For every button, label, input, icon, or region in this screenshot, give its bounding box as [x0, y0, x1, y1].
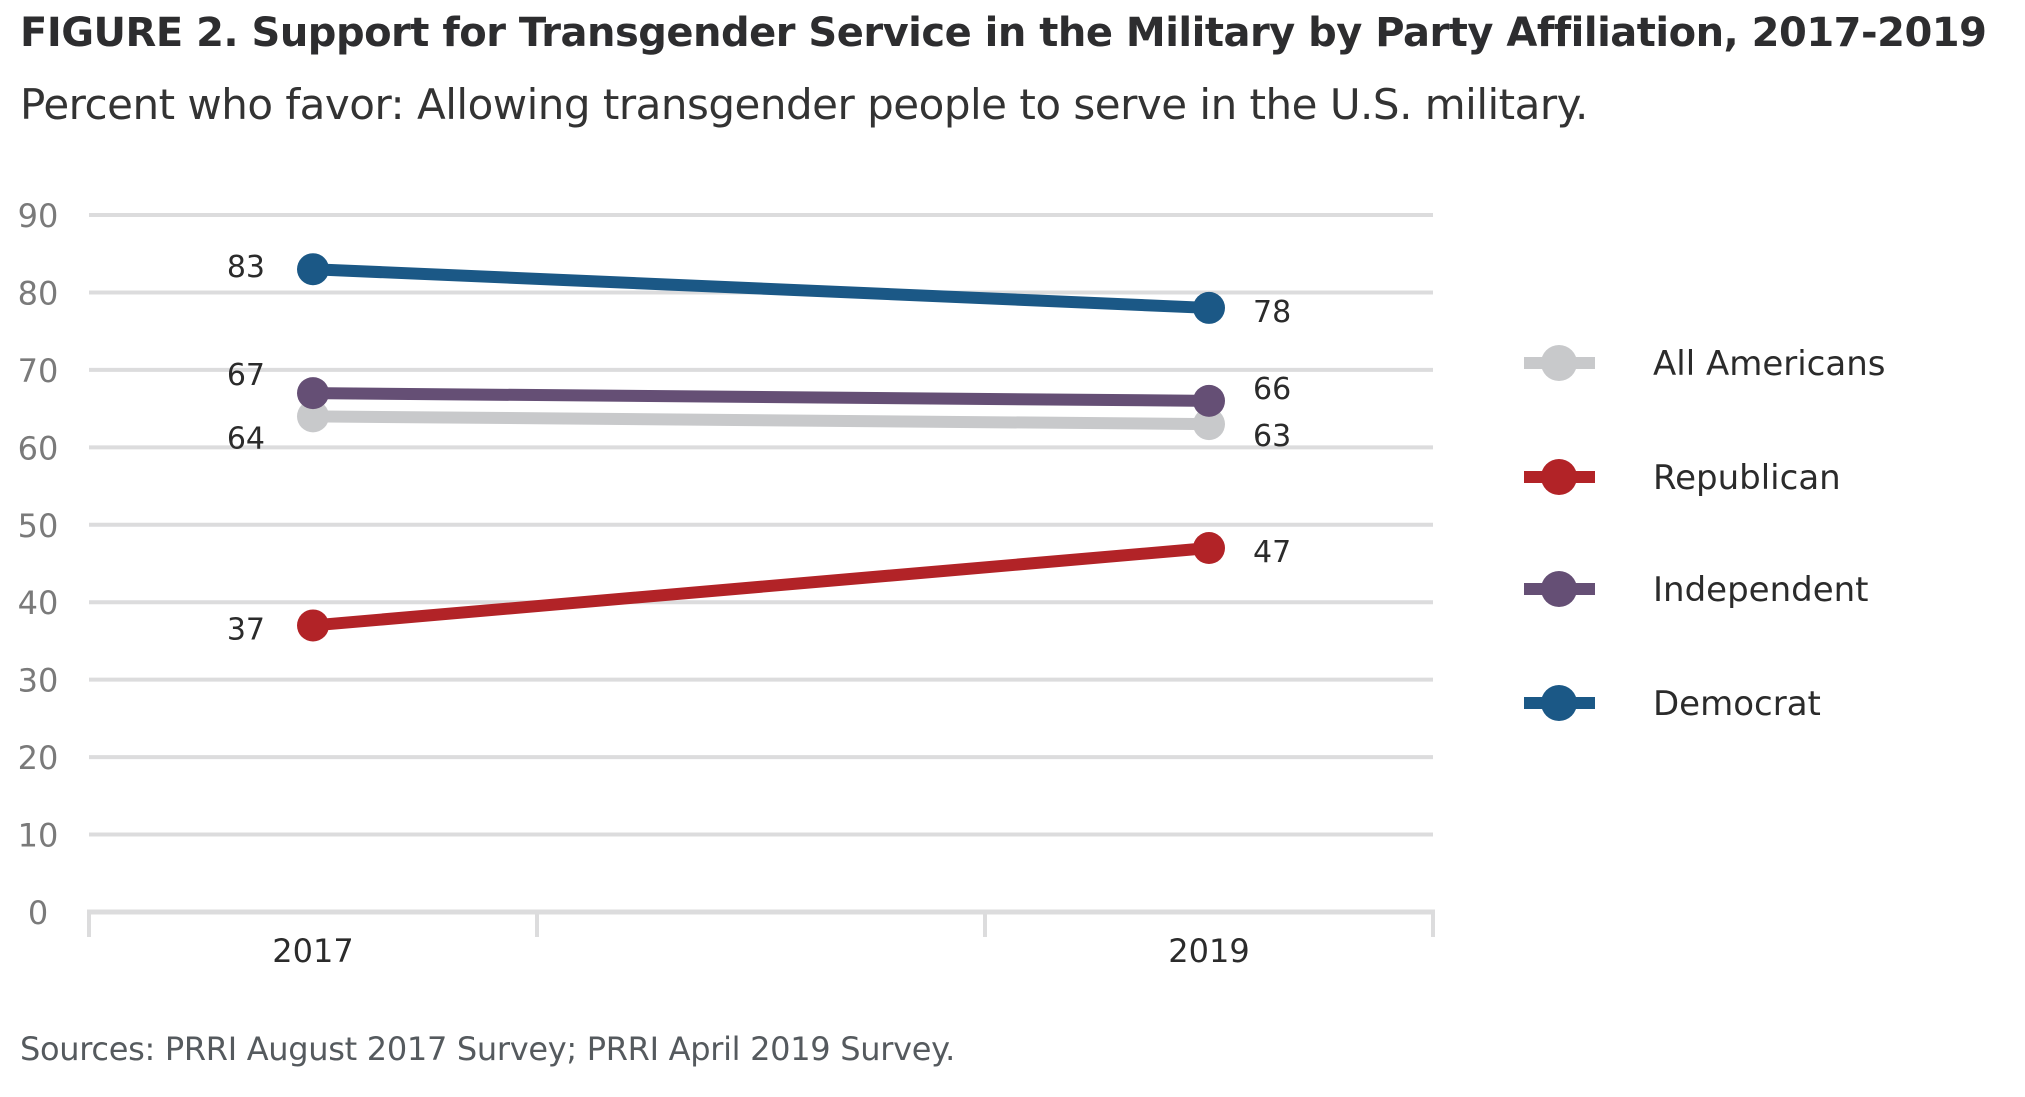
data-label-republican: 37 — [227, 612, 265, 647]
legend-swatch-marker — [1541, 571, 1577, 607]
data-label-republican: 47 — [1253, 535, 1291, 570]
legend-item-republican: Republican — [1524, 458, 1841, 498]
chart-sources: Sources: PRRI August 2017 Survey; PRRI A… — [20, 1030, 956, 1068]
data-point-republican — [1193, 532, 1225, 565]
y-tick-label: 50 — [18, 507, 59, 545]
data-point-independent — [1193, 384, 1225, 417]
legend: All Americans Republican Independent Democr… — [1524, 344, 1885, 724]
legend-item-independent: Independent — [1524, 570, 1869, 610]
data-label-all-americans: 64 — [227, 421, 265, 456]
data-point-independent — [297, 377, 329, 410]
data-point-all-americans — [1193, 408, 1225, 441]
series-line-all-americans — [307, 410, 1215, 431]
chart-subtitle: Percent who favor: Allowing transgender … — [20, 80, 1588, 129]
legend-label: All Americans — [1653, 344, 1885, 384]
data-point-democrat — [1193, 291, 1225, 324]
legend-swatch-marker — [1541, 459, 1577, 495]
data-label-democrat: 83 — [227, 250, 265, 285]
x-tick-label: 2017 — [272, 932, 353, 970]
x-axis-ticks: 2017 2019 — [272, 932, 1249, 970]
series-line-republican — [307, 542, 1215, 632]
data-point-all-americans — [297, 400, 329, 433]
series-lines — [297, 253, 1225, 642]
series-independent — [297, 377, 1225, 417]
y-tick-label: 30 — [18, 662, 59, 700]
chart-title: FIGURE 2. Support for Transgender Servic… — [20, 10, 1987, 56]
y-tick-label: 80 — [18, 274, 59, 312]
legend-label: Democrat — [1653, 684, 1821, 724]
data-label-democrat: 78 — [1253, 295, 1291, 330]
y-axis-ticks: 0 10 20 30 40 50 60 70 80 90 — [18, 197, 59, 932]
legend-item-democrat: Democrat — [1524, 684, 1821, 724]
data-point-republican — [297, 609, 329, 642]
y-tick-label: 70 — [18, 352, 59, 390]
series-democrat — [297, 253, 1225, 324]
series-all-americans — [297, 400, 1225, 441]
series-line-independent — [307, 387, 1215, 407]
data-label-independent: 67 — [227, 358, 265, 393]
legend-label: Republican — [1653, 458, 1841, 498]
gridlines — [89, 213, 1433, 837]
data-point-democrat — [297, 253, 329, 286]
y-tick-label: 20 — [18, 739, 59, 777]
series-line-democrat — [307, 263, 1215, 314]
data-labels: 64 63 37 47 67 66 83 78 — [227, 250, 1291, 647]
y-tick-label: 0 — [28, 894, 48, 932]
legend-item-all-americans: All Americans — [1524, 344, 1885, 384]
legend-label: Independent — [1653, 570, 1869, 610]
data-label-all-americans: 63 — [1253, 419, 1291, 454]
x-axis — [87, 909, 1435, 937]
legend-swatch-marker — [1541, 345, 1577, 381]
data-label-independent: 66 — [1253, 372, 1291, 407]
y-tick-label: 90 — [18, 197, 59, 235]
y-tick-label: 60 — [18, 429, 59, 467]
legend-swatch-marker — [1541, 685, 1577, 721]
series-republican — [297, 532, 1225, 642]
x-tick-label: 2019 — [1168, 932, 1249, 970]
y-tick-label: 40 — [18, 584, 59, 622]
y-tick-label: 10 — [18, 817, 59, 855]
